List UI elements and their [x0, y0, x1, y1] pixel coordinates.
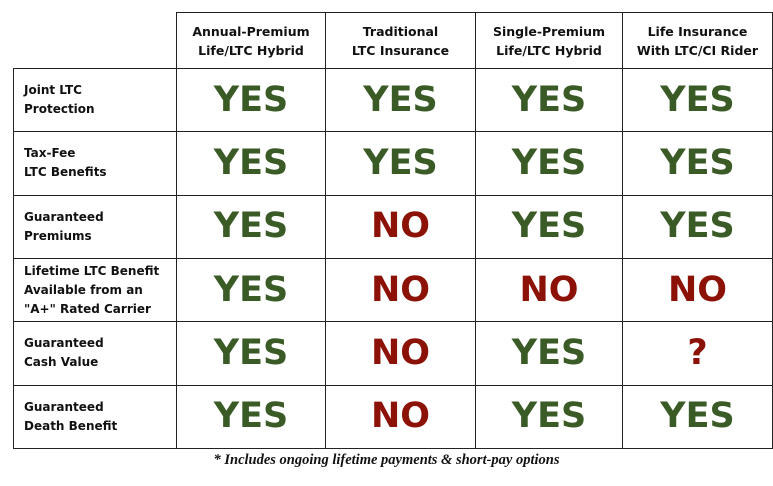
row-header: Guaranteed Premiums [13, 194, 177, 259]
cell-yes: YES [475, 321, 623, 386]
cell-unknown: ? [622, 321, 773, 386]
cell-yes: YES [176, 384, 326, 450]
cell-no: NO [475, 257, 623, 323]
cell-no: NO [325, 194, 476, 259]
cell-no: NO [325, 321, 476, 386]
header-row: Annual-Premium Life/LTC Hybrid Tradition… [13, 12, 773, 69]
cell-yes: YES [475, 67, 623, 133]
row-header: Lifetime LTC Benefit Available from an "… [13, 257, 177, 323]
column-header-single-premium-hybrid: Single-Premium Life/LTC Hybrid [475, 12, 623, 69]
cell-yes: YES [622, 131, 773, 196]
column-header-annual-premium-hybrid: Annual-Premium Life/LTC Hybrid [176, 12, 326, 69]
row-header: Guaranteed Cash Value [13, 321, 177, 386]
cell-no: NO [325, 257, 476, 323]
cell-yes: YES [176, 67, 326, 133]
table-row: Guaranteed Death Benefit YES NO YES YES [13, 384, 773, 450]
corner-cell [13, 12, 177, 69]
cell-yes: YES [325, 131, 476, 196]
table-row: Tax-Fee LTC Benefits YES YES YES YES [13, 131, 773, 196]
footnote: * Includes ongoing lifetime payments & s… [213, 452, 560, 468]
cell-yes: YES [475, 384, 623, 450]
table-row: Guaranteed Cash Value YES NO YES? [13, 321, 773, 386]
row-header: Tax-Fee LTC Benefits [13, 131, 177, 196]
row-header: Joint LTC Protection [13, 67, 177, 133]
table-row: Lifetime LTC Benefit Available from an "… [13, 257, 773, 323]
cell-yes: YES [176, 131, 326, 196]
cell-yes: YES [622, 194, 773, 259]
table-body: Joint LTC Protection YES YES YES YES Tax-Fee … [13, 67, 773, 450]
row-header: Guaranteed Death Benefit [13, 384, 177, 450]
cell-yes: YES [176, 257, 326, 323]
cell-yes: YES [622, 384, 773, 450]
cell-yes: YES [622, 67, 773, 133]
cell-no: NO [325, 384, 476, 450]
column-header-traditional-ltc: Traditional LTC Insurance [325, 12, 476, 69]
column-header-life-ltc-ci-rider: Life Insurance With LTC/CI Rider [622, 12, 773, 69]
table-row: Guaranteed Premiums YES NO YES YES [13, 194, 773, 259]
cell-yes: YES [325, 67, 476, 133]
table-row: Joint LTC Protection YES YES YES YES [13, 67, 773, 133]
cell-yes: YES [475, 194, 623, 259]
cell-no: NO [622, 257, 773, 323]
cell-yes: YES [176, 194, 326, 259]
comparison-table: Annual-Premium Life/LTC Hybrid Tradition… [13, 12, 773, 450]
cell-yes: YES [475, 131, 623, 196]
cell-yes: YES [176, 321, 326, 386]
